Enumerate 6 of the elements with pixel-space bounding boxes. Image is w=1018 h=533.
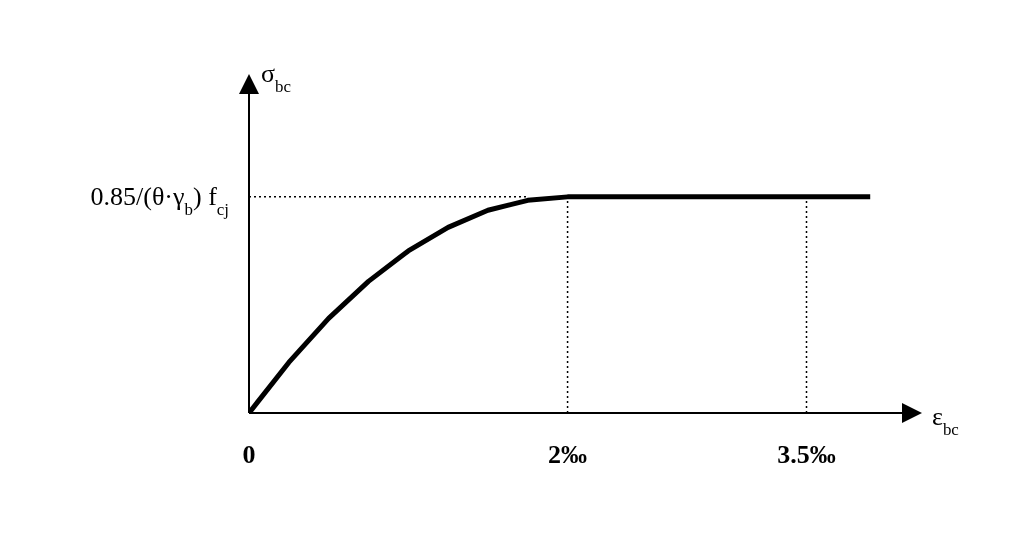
x-tick-label: 0 — [242, 440, 256, 470]
x-axis-title: ε$_{bc}$ — [932, 402, 959, 439]
x-tick-label: 3.5‰ — [777, 440, 836, 470]
ref-line-label: 0.85/(θ·γ$_{b}$) f$_{cj}$ — [90, 181, 229, 219]
y-axis-title: σ$_{bc}$ — [261, 59, 291, 96]
x-tick-label: 2‰ — [548, 440, 588, 470]
